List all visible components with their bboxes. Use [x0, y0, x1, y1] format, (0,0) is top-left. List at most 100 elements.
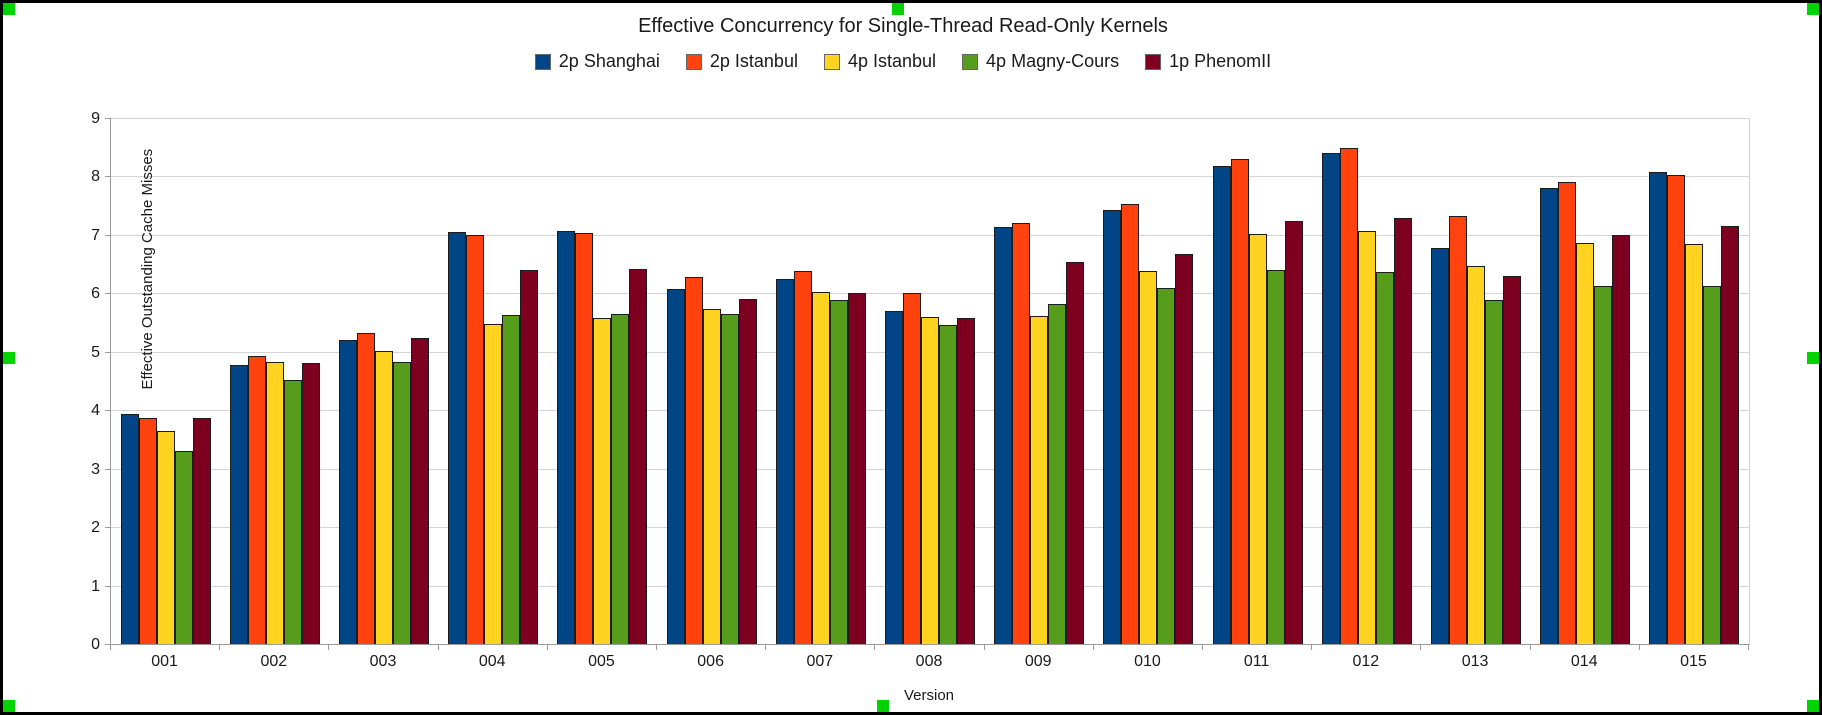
x-axis-tick — [1311, 644, 1313, 650]
chart-bar — [1667, 175, 1686, 644]
chart-bar — [466, 235, 485, 644]
chart-bar — [339, 339, 357, 644]
bar-groups-container — [111, 118, 1749, 644]
y-tick-label: 7 — [91, 226, 100, 244]
x-axis-tick — [874, 644, 876, 650]
chart-bar — [1230, 158, 1249, 644]
chart-bar — [1139, 270, 1158, 644]
x-axis-tick — [1092, 644, 1094, 650]
chart-bar — [375, 351, 393, 644]
y-axis-tick — [105, 644, 111, 645]
chart-bar — [994, 226, 1013, 644]
chart-bar — [939, 325, 958, 644]
chart-bar — [957, 317, 976, 644]
chart-bar — [1266, 269, 1285, 644]
x-tick-label: 007 — [806, 653, 834, 670]
selection-handle-middle-left[interactable] — [3, 352, 15, 364]
chart-bar — [247, 356, 266, 644]
chart-bar — [575, 233, 594, 644]
chart-bar — [1375, 272, 1394, 644]
bar-group-011 — [1203, 118, 1312, 644]
legend-label: 2p Shanghai — [558, 51, 660, 71]
x-axis-tick — [1529, 644, 1531, 650]
chart-bar — [1339, 148, 1358, 644]
chart-bar — [120, 413, 139, 644]
chart-bar — [484, 323, 503, 644]
chart-bar — [1321, 153, 1340, 644]
chart-bar — [1357, 230, 1376, 644]
x-axis-title: Version — [903, 687, 955, 704]
x-axis-tick — [1420, 644, 1422, 650]
bar-group-001 — [111, 118, 220, 644]
chart-bar — [1485, 299, 1504, 644]
selection-handle-bottom-right[interactable] — [1807, 700, 1819, 712]
legend-item: 2p Istanbul — [685, 51, 798, 72]
x-tick-label: 013 — [1461, 653, 1489, 670]
x-axis-tick — [765, 644, 767, 650]
x-tick-label: 011 — [1243, 653, 1270, 670]
y-tick-label: 9 — [91, 110, 100, 127]
chart-bar — [357, 333, 375, 644]
selection-handle-top-right[interactable] — [1807, 3, 1819, 15]
x-tick-label: 015 — [1680, 653, 1707, 670]
y-tick-label: 3 — [91, 460, 100, 478]
x-axis-tick — [655, 644, 657, 650]
chart-bar — [174, 451, 193, 644]
chart-bar — [448, 231, 467, 644]
x-tick-label: 006 — [697, 653, 724, 670]
chart-title: Effective Concurrency for Single-Thread … — [638, 15, 1168, 37]
chart-bar — [283, 379, 302, 644]
chart-bar — [1685, 243, 1704, 644]
bar-group-015 — [1640, 118, 1749, 644]
selection-handle-bottom-left[interactable] — [3, 700, 15, 712]
y-axis-tick — [105, 351, 111, 353]
y-tick-label: 2 — [91, 519, 100, 537]
chart-bar — [1503, 275, 1522, 644]
chart-bar — [1649, 172, 1668, 644]
bar-group-004 — [439, 118, 548, 644]
selection-handle-top-left[interactable] — [3, 3, 15, 15]
chart-bar — [1030, 316, 1049, 644]
y-tick-label: 0 — [91, 636, 100, 653]
chart-bar — [1284, 220, 1303, 644]
chart-bar — [829, 299, 848, 644]
y-axis-tick — [105, 585, 111, 587]
selection-handle-top-center[interactable] — [892, 3, 904, 15]
y-axis-tick — [105, 234, 111, 236]
selection-handle-bottom-center[interactable] — [877, 700, 889, 712]
legend-swatch — [823, 53, 840, 70]
chart-bar — [411, 337, 429, 644]
bar-group-008 — [875, 118, 984, 644]
chart-bar — [666, 289, 685, 644]
y-axis-tick — [105, 293, 111, 295]
chart-bar — [775, 279, 794, 644]
x-axis-tick — [983, 644, 985, 650]
chart-bar — [847, 292, 866, 644]
chart-bar — [1467, 265, 1486, 644]
chart-bar — [1157, 287, 1176, 644]
legend-item: 4p Magny-Cours — [962, 51, 1119, 72]
x-tick-label: 008 — [915, 653, 943, 670]
y-axis-tick — [105, 176, 111, 178]
bar-group-013 — [1421, 118, 1530, 644]
bar-group-003 — [329, 118, 438, 644]
legend-item: 1p PhenomII — [1145, 51, 1271, 72]
chart-bar — [793, 270, 812, 644]
x-axis-tick — [1638, 644, 1640, 650]
chart-bar — [720, 314, 739, 644]
chart-bar — [156, 430, 175, 644]
x-axis-tick — [1748, 644, 1749, 650]
selection-handle-middle-right[interactable] — [1807, 352, 1819, 364]
chart-bar — [1066, 262, 1085, 644]
x-tick-label: 009 — [1024, 653, 1052, 670]
plot-area: 0 1 2 3 4 5 6 7 8 9 — [91, 110, 1750, 653]
bar-group-012 — [1312, 118, 1421, 644]
chart-bar — [301, 363, 320, 644]
chart-bar — [921, 316, 940, 644]
legend-swatch — [534, 53, 551, 70]
y-axis-tick — [105, 410, 111, 412]
legend-swatch — [1145, 53, 1162, 70]
chart-bar — [502, 314, 521, 644]
x-axis-tick — [328, 644, 330, 650]
